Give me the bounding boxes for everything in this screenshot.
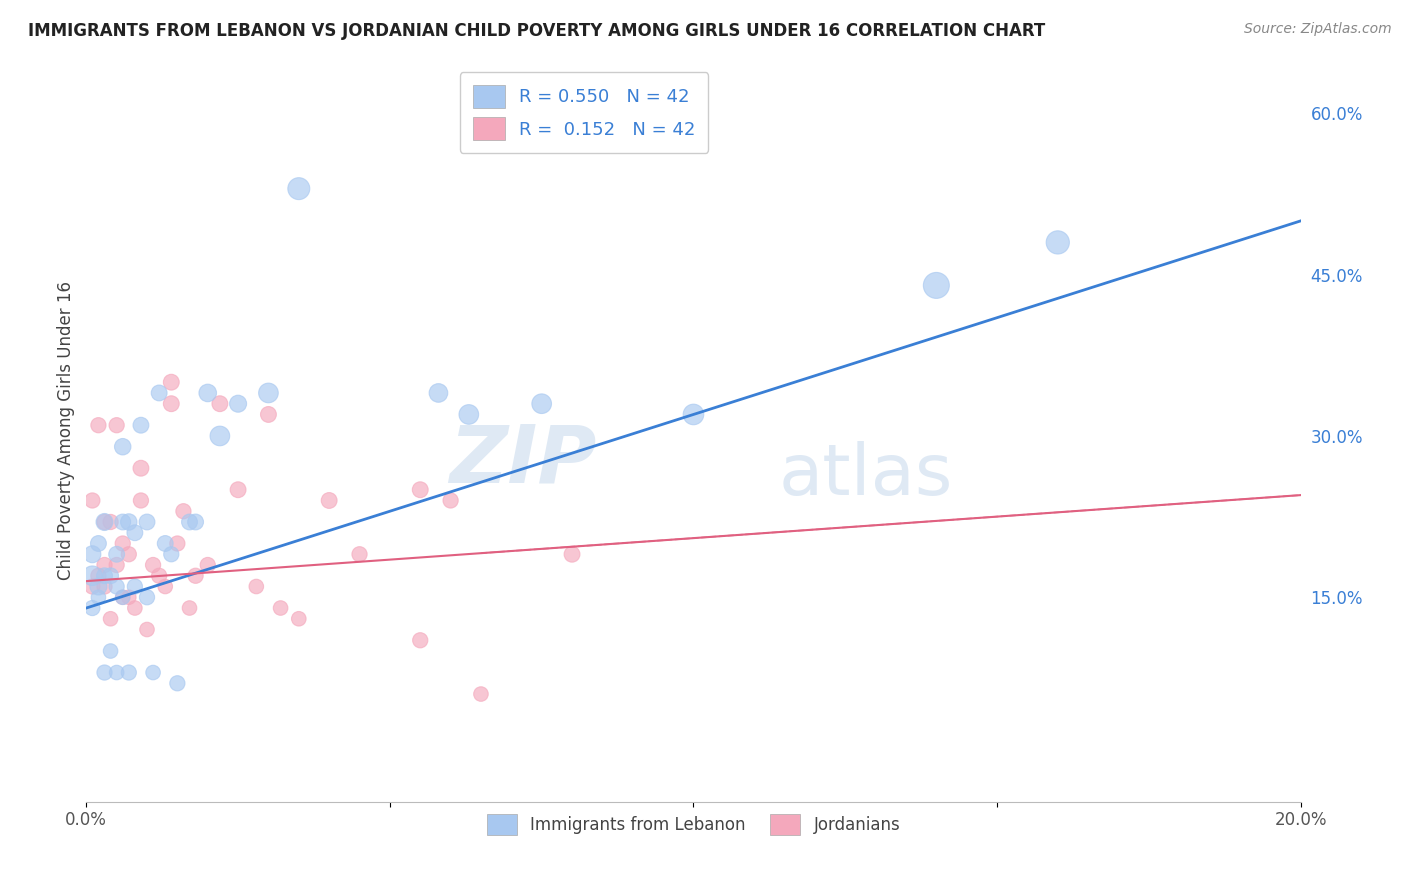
Point — [184, 515, 207, 529]
Point — [82, 601, 104, 615]
Point — [93, 558, 115, 572]
Point — [270, 601, 292, 615]
Point — [111, 440, 134, 454]
Point — [129, 493, 152, 508]
Text: IMMIGRANTS FROM LEBANON VS JORDANIAN CHILD POVERTY AMONG GIRLS UNDER 16 CORRELAT: IMMIGRANTS FROM LEBANON VS JORDANIAN CHI… — [28, 22, 1046, 40]
Point — [93, 665, 115, 680]
Text: Source: ZipAtlas.com: Source: ZipAtlas.com — [1244, 22, 1392, 37]
Point — [470, 687, 492, 701]
Point — [93, 515, 115, 529]
Point — [118, 515, 141, 529]
Point — [82, 568, 104, 582]
Point — [124, 580, 146, 594]
Point — [111, 591, 134, 605]
Point — [160, 547, 183, 561]
Point — [87, 536, 110, 550]
Point — [530, 397, 553, 411]
Point — [160, 375, 183, 389]
Point — [197, 558, 219, 572]
Point — [288, 181, 311, 195]
Point — [87, 591, 110, 605]
Point — [318, 493, 340, 508]
Point — [105, 418, 128, 433]
Point — [87, 568, 110, 582]
Point — [124, 525, 146, 540]
Point — [105, 547, 128, 561]
Point — [93, 580, 115, 594]
Point — [136, 623, 159, 637]
Point — [118, 665, 141, 680]
Y-axis label: Child Poverty Among Girls Under 16: Child Poverty Among Girls Under 16 — [58, 281, 75, 580]
Point — [208, 397, 231, 411]
Point — [100, 612, 122, 626]
Point — [561, 547, 583, 561]
Point — [155, 580, 177, 594]
Point — [111, 515, 134, 529]
Point — [925, 278, 948, 293]
Point — [184, 568, 207, 582]
Legend: Immigrants from Lebanon, Jordanians: Immigrants from Lebanon, Jordanians — [477, 804, 911, 846]
Point — [166, 536, 188, 550]
Point — [148, 386, 170, 401]
Text: ZIP: ZIP — [449, 421, 596, 500]
Point — [100, 515, 122, 529]
Point — [82, 580, 104, 594]
Point — [118, 547, 141, 561]
Point — [93, 515, 115, 529]
Point — [100, 644, 122, 658]
Point — [288, 612, 311, 626]
Point — [105, 558, 128, 572]
Point — [349, 547, 371, 561]
Point — [82, 493, 104, 508]
Point — [409, 633, 432, 648]
Point — [427, 386, 450, 401]
Point — [124, 601, 146, 615]
Point — [682, 408, 704, 422]
Point — [1046, 235, 1069, 250]
Point — [226, 397, 249, 411]
Point — [226, 483, 249, 497]
Point — [118, 591, 141, 605]
Point — [111, 536, 134, 550]
Point — [82, 547, 104, 561]
Point — [172, 504, 194, 518]
Point — [179, 515, 201, 529]
Point — [148, 568, 170, 582]
Point — [409, 483, 432, 497]
Point — [142, 665, 165, 680]
Point — [93, 568, 115, 582]
Point — [160, 397, 183, 411]
Point — [129, 418, 152, 433]
Point — [111, 591, 134, 605]
Point — [87, 418, 110, 433]
Point — [166, 676, 188, 690]
Point — [87, 580, 110, 594]
Point — [179, 601, 201, 615]
Point — [439, 493, 461, 508]
Point — [197, 386, 219, 401]
Point — [136, 515, 159, 529]
Point — [136, 591, 159, 605]
Point — [257, 386, 280, 401]
Point — [100, 568, 122, 582]
Point — [142, 558, 165, 572]
Point — [208, 429, 231, 443]
Point — [155, 536, 177, 550]
Text: atlas: atlas — [779, 441, 953, 509]
Point — [129, 461, 152, 475]
Point — [105, 580, 128, 594]
Point — [457, 408, 479, 422]
Point — [257, 408, 280, 422]
Point — [105, 665, 128, 680]
Point — [245, 580, 267, 594]
